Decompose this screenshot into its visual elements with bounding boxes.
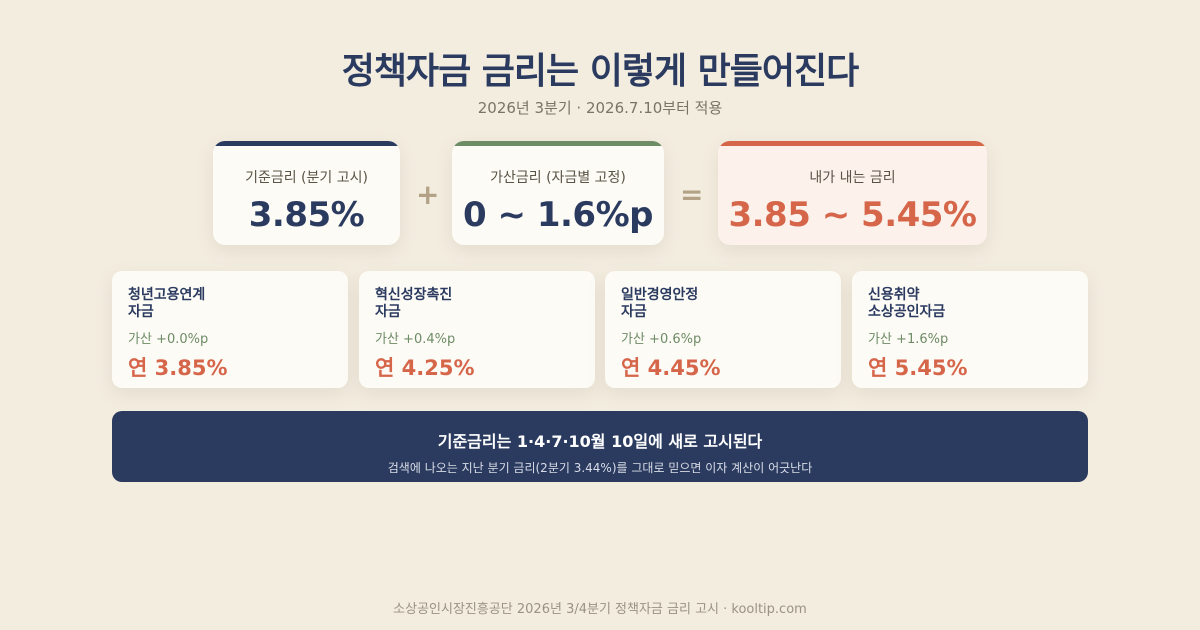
fund-name: 청년고용연계 자금 <box>128 287 206 320</box>
notice-banner: 기준금리는 1·4·7·10월 10일에 새로 고시된다 검색에 나오는 지난 … <box>112 411 1088 482</box>
fund-addon: 가산 +0.0%p <box>128 332 209 347</box>
fund-name: 신용취약 소상공인자금 <box>868 287 946 320</box>
fund-rate: 연 4.45% <box>621 356 721 380</box>
fund-rate: 연 3.85% <box>128 356 228 380</box>
page-title: 정책자금 금리는 이렇게 만들어진다 <box>341 51 859 92</box>
footer-source: 소상공인시장진흥공단 2026년 3/4분기 정책자금 금리 고시 · kool… <box>393 602 807 617</box>
fund-addon: 가산 +0.6%p <box>621 332 702 347</box>
fund-name: 혁신성장촉진 자금 <box>375 287 453 320</box>
fund-name: 일반경영안정 자금 <box>621 287 699 320</box>
total-rate-label: 내가 내는 금리 <box>809 170 896 186</box>
addon-rate-accent-bar <box>452 141 664 146</box>
fund-addon: 가산 +1.6%p <box>868 332 949 347</box>
notice-detail: 검색에 나오는 지난 분기 금리(2분기 3.44%)를 그대로 믿으면 이자 … <box>387 461 813 475</box>
base-rate-card: 기준금리 (분기 고시) 3.85% <box>213 141 400 245</box>
base-rate-accent-bar <box>213 141 400 146</box>
notice-headline: 기준금리는 1·4·7·10월 10일에 새로 고시된다 <box>437 432 763 451</box>
equals-operator: = <box>680 178 704 211</box>
fund-card-general-stability: 일반경영안정 자금 가산 +0.6%p 연 4.45% <box>605 271 841 388</box>
fund-rate: 연 4.25% <box>375 356 475 380</box>
fund-rate: 연 5.45% <box>868 356 968 380</box>
page-subtitle: 2026년 3분기 · 2026.7.10부터 적용 <box>477 99 723 117</box>
total-rate-value: 3.85 ~ 5.45% <box>728 195 977 235</box>
fund-card-youth-employment: 청년고용연계 자금 가산 +0.0%p 연 3.85% <box>112 271 348 388</box>
base-rate-value: 3.85% <box>248 195 365 235</box>
plus-operator: + <box>416 178 440 211</box>
fund-card-low-credit: 신용취약 소상공인자금 가산 +1.6%p 연 5.45% <box>852 271 1088 388</box>
total-rate-accent-bar <box>718 141 987 146</box>
addon-rate-value: 0 ~ 1.6%p <box>463 195 653 235</box>
base-rate-label: 기준금리 (분기 고시) <box>245 170 368 186</box>
total-rate-card: 내가 내는 금리 3.85 ~ 5.45% <box>718 141 987 245</box>
addon-rate-card: 가산금리 (자금별 고정) 0 ~ 1.6%p <box>452 141 664 245</box>
addon-rate-label: 가산금리 (자금별 고정) <box>490 170 626 186</box>
fund-addon: 가산 +0.4%p <box>375 332 456 347</box>
fund-card-innovation-growth: 혁신성장촉진 자금 가산 +0.4%p 연 4.25% <box>359 271 595 388</box>
